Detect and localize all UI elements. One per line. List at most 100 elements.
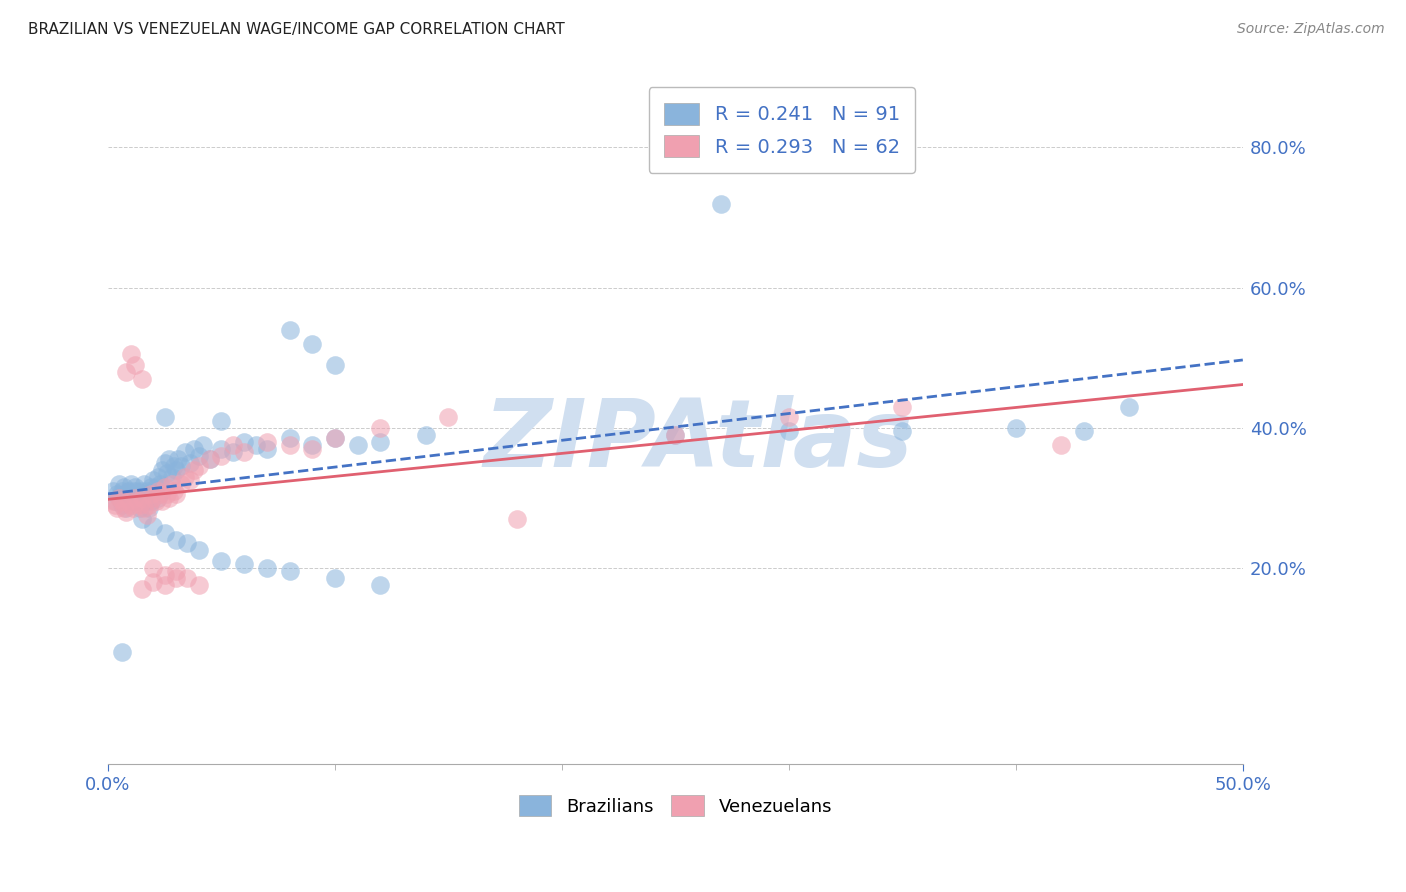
Point bbox=[131, 371, 153, 385]
Text: ZIPAtlas: ZIPAtlas bbox=[484, 395, 912, 487]
Point bbox=[152, 483, 174, 498]
Point bbox=[153, 410, 176, 425]
Point bbox=[105, 487, 128, 501]
Point bbox=[142, 487, 165, 501]
Point bbox=[370, 420, 392, 434]
Point bbox=[120, 347, 142, 361]
Point bbox=[153, 456, 176, 470]
Point bbox=[127, 494, 149, 508]
Point bbox=[131, 483, 153, 498]
Point bbox=[139, 494, 162, 508]
Point bbox=[163, 459, 186, 474]
Point bbox=[112, 487, 135, 501]
Point bbox=[105, 501, 128, 516]
Point bbox=[112, 480, 135, 494]
Point bbox=[146, 491, 169, 505]
Point bbox=[1073, 424, 1095, 438]
Point bbox=[131, 511, 153, 525]
Point bbox=[134, 476, 156, 491]
Point bbox=[370, 578, 392, 592]
Point bbox=[139, 487, 162, 501]
Point bbox=[198, 452, 221, 467]
Point bbox=[131, 582, 153, 596]
Point bbox=[346, 438, 368, 452]
Point bbox=[165, 533, 187, 547]
Point bbox=[1118, 400, 1140, 414]
Text: Source: ZipAtlas.com: Source: ZipAtlas.com bbox=[1237, 22, 1385, 37]
Point bbox=[1005, 420, 1028, 434]
Point bbox=[187, 578, 209, 592]
Point bbox=[278, 438, 301, 452]
Point bbox=[198, 452, 221, 467]
Point bbox=[891, 424, 914, 438]
Point bbox=[233, 558, 256, 572]
Point bbox=[108, 491, 131, 505]
Point bbox=[115, 365, 138, 379]
Point bbox=[153, 525, 176, 540]
Point bbox=[108, 476, 131, 491]
Point bbox=[664, 427, 686, 442]
Point bbox=[138, 491, 160, 505]
Point bbox=[165, 571, 187, 585]
Point bbox=[193, 438, 215, 452]
Point bbox=[124, 491, 146, 505]
Point bbox=[222, 445, 245, 459]
Point bbox=[149, 476, 172, 491]
Point bbox=[233, 445, 256, 459]
Point bbox=[152, 463, 174, 477]
Point bbox=[152, 494, 174, 508]
Point bbox=[165, 463, 187, 477]
Point bbox=[120, 487, 142, 501]
Point bbox=[146, 483, 169, 498]
Point bbox=[146, 469, 169, 483]
Point bbox=[110, 494, 132, 508]
Point bbox=[149, 487, 172, 501]
Point bbox=[160, 469, 183, 483]
Point bbox=[131, 494, 153, 508]
Point bbox=[142, 518, 165, 533]
Point bbox=[128, 491, 150, 505]
Point bbox=[134, 501, 156, 516]
Point bbox=[124, 491, 146, 505]
Point bbox=[139, 480, 162, 494]
Point bbox=[115, 491, 138, 505]
Point bbox=[135, 508, 157, 523]
Point bbox=[415, 427, 437, 442]
Point bbox=[160, 476, 183, 491]
Point bbox=[163, 483, 186, 498]
Point bbox=[278, 322, 301, 336]
Point bbox=[211, 414, 233, 428]
Point bbox=[156, 466, 179, 480]
Point bbox=[323, 571, 346, 585]
Point bbox=[778, 410, 800, 425]
Point bbox=[891, 400, 914, 414]
Point bbox=[323, 431, 346, 445]
Legend: Brazilians, Venezuelans: Brazilians, Venezuelans bbox=[512, 789, 839, 823]
Point bbox=[157, 452, 180, 467]
Point bbox=[128, 498, 150, 512]
Point bbox=[323, 431, 346, 445]
Point bbox=[174, 445, 197, 459]
Point bbox=[122, 494, 145, 508]
Point bbox=[211, 554, 233, 568]
Point bbox=[176, 571, 198, 585]
Point bbox=[112, 501, 135, 516]
Point bbox=[278, 564, 301, 578]
Point bbox=[127, 494, 149, 508]
Point bbox=[115, 505, 138, 519]
Point bbox=[710, 196, 733, 211]
Point bbox=[145, 494, 167, 508]
Point bbox=[131, 491, 153, 505]
Point bbox=[124, 358, 146, 372]
Point bbox=[278, 431, 301, 445]
Point bbox=[256, 560, 278, 574]
Point bbox=[135, 483, 157, 498]
Point bbox=[142, 574, 165, 589]
Point bbox=[117, 494, 139, 508]
Point bbox=[134, 487, 156, 501]
Point bbox=[245, 438, 267, 452]
Point bbox=[117, 494, 139, 508]
Point bbox=[256, 434, 278, 449]
Point bbox=[156, 487, 179, 501]
Point bbox=[222, 438, 245, 452]
